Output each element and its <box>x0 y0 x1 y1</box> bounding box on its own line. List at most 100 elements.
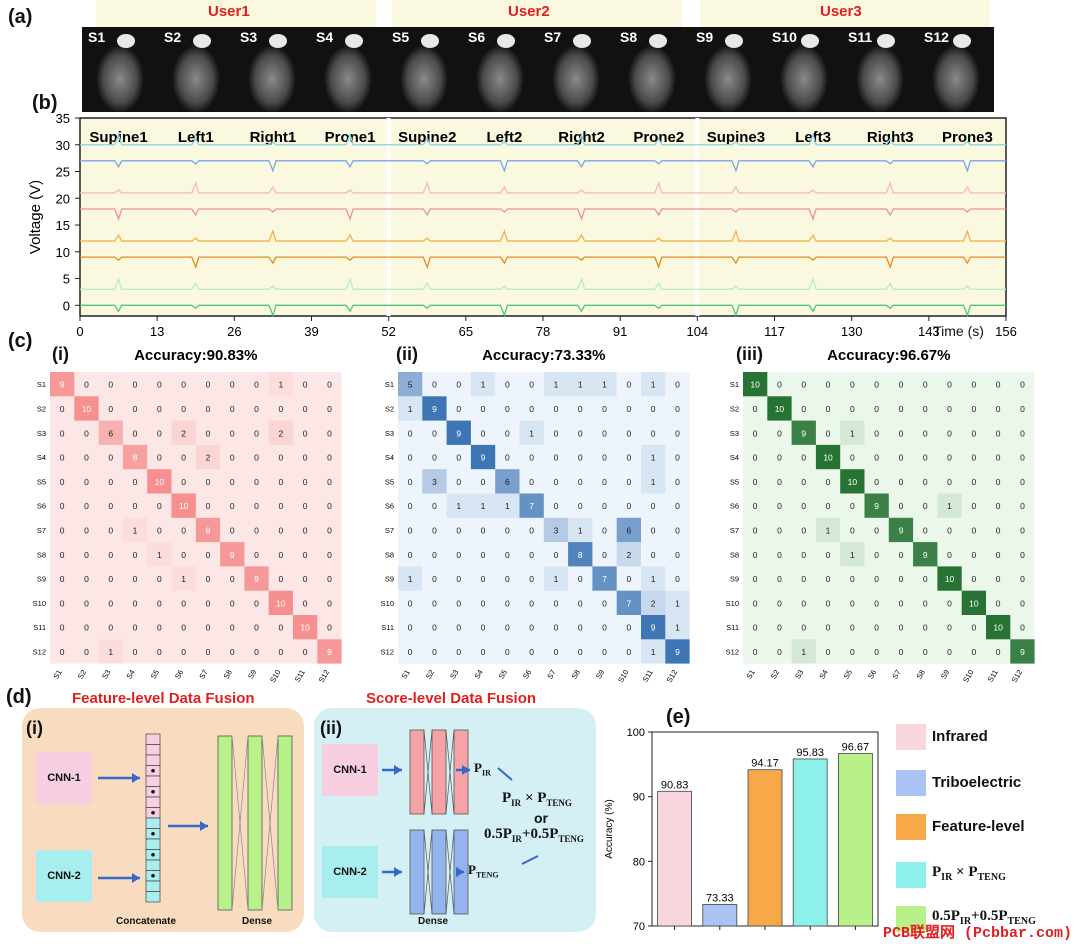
matrix-cell <box>641 615 666 640</box>
thumbnail-label: S8 <box>620 29 638 45</box>
matrix-value: 0 <box>481 428 486 438</box>
matrix-value: 0 <box>408 598 413 608</box>
body-silhouette <box>96 45 144 112</box>
matrix-cell <box>791 639 816 664</box>
matrix-value: 1 <box>505 501 510 511</box>
matrix-value: 0 <box>651 404 656 414</box>
legend-infrared-swatch <box>896 724 926 750</box>
body-silhouette <box>704 45 752 112</box>
matrix-cell <box>913 542 938 567</box>
matrix-value: 0 <box>753 598 758 608</box>
matrix-value: 0 <box>899 428 904 438</box>
matrix-value: 0 <box>651 501 656 511</box>
matrix-value: 0 <box>456 477 461 487</box>
matrix-value: 0 <box>947 647 952 657</box>
user3-band <box>700 0 990 28</box>
legend-weighted-label: 0.5PIR+0.5PTENG <box>932 908 1036 927</box>
matrix-cell <box>495 493 520 518</box>
matrix-value: 0 <box>230 428 235 438</box>
feature-vector-cell <box>145 733 161 745</box>
matrix-value: 0 <box>1020 428 1025 438</box>
matrix-value: 0 <box>947 525 952 535</box>
matrix-value: 0 <box>947 428 952 438</box>
thumbnail-label: S11 <box>848 29 873 45</box>
matrix-value: 0 <box>602 525 607 535</box>
matrix-value: 9 <box>206 525 211 535</box>
body-silhouette <box>932 45 980 112</box>
y-axis-label: Accuracy (%) <box>604 799 615 858</box>
matrix-value: 0 <box>777 550 782 560</box>
x-tick-label: 104 <box>686 324 708 339</box>
bar-value-label: 96.67 <box>842 742 870 754</box>
matrix-value: 0 <box>753 501 758 511</box>
matrix-value: 9 <box>1020 647 1025 657</box>
column-label: S4 <box>124 668 136 680</box>
matrix-value: 0 <box>626 623 631 633</box>
matrix-value: 1 <box>408 404 413 414</box>
voltage-series-line <box>80 180 1006 194</box>
column-label: S12 <box>665 668 679 684</box>
bar-value-label: 95.83 <box>796 747 824 759</box>
matrix-cell <box>592 372 617 397</box>
thumbnail-figure <box>248 34 296 112</box>
matrix-value: 8 <box>133 453 138 463</box>
matrix-value: 0 <box>578 598 583 608</box>
thumbnail-figure <box>780 34 828 112</box>
matrix-value: 0 <box>923 477 928 487</box>
matrix-value: 0 <box>753 404 758 414</box>
confusion-matrix-infrared: Accuracy:90.83%9 0 0 0 0 0 0 0 0 1 0 00 10 0 0 0 0 0 0 0 0 0 0… <box>33 347 342 684</box>
matrix-value: 10 <box>775 404 785 414</box>
matrix-value: 0 <box>408 428 413 438</box>
matrix-value: 0 <box>675 525 680 535</box>
dense-connection <box>423 729 433 815</box>
body-silhouette <box>476 45 524 112</box>
matrix-value: 9 <box>456 428 461 438</box>
matrix-value: 10 <box>969 598 979 608</box>
feature-vector-cell <box>145 754 161 766</box>
matrix-value: 0 <box>850 501 855 511</box>
x-tick-label: 117 <box>764 324 785 339</box>
matrix-cell <box>519 493 544 518</box>
dense-layer <box>217 735 233 911</box>
matrix-value: 0 <box>303 647 308 657</box>
matrix-value: 0 <box>505 404 510 414</box>
matrix-value: 0 <box>753 550 758 560</box>
head-highlight <box>269 34 287 48</box>
matrix-value: 0 <box>456 380 461 390</box>
matrix-value: 0 <box>432 574 437 584</box>
matrix-value: 0 <box>923 525 928 535</box>
matrix-value: 0 <box>947 477 952 487</box>
matrix-value: 0 <box>206 550 211 560</box>
column-label: S12 <box>1010 668 1024 684</box>
matrix-value: 10 <box>823 453 833 463</box>
thumbnail-label: S10 <box>772 29 797 45</box>
thumbnail-label: S6 <box>468 29 486 45</box>
matrix-value: 10 <box>300 623 310 633</box>
matrix-value: 0 <box>60 550 65 560</box>
matrix-value: 0 <box>826 477 831 487</box>
matrix-cell <box>616 542 641 567</box>
matrix-value: 1 <box>157 550 162 560</box>
column-label: S3 <box>448 668 460 680</box>
matrix-value: 0 <box>230 501 235 511</box>
matrix-value: 0 <box>1020 477 1025 487</box>
matrix-value: 0 <box>850 647 855 657</box>
matrix-value: 0 <box>206 598 211 608</box>
thumbnail-figure <box>476 34 524 112</box>
dense-connection <box>423 829 433 915</box>
matrix-cell <box>815 444 841 470</box>
row-label: S7 <box>385 526 394 535</box>
matrix-value: 0 <box>60 525 65 535</box>
matrix-cell <box>268 372 293 397</box>
matrix-value: 0 <box>801 404 806 414</box>
row-label: S1 <box>37 380 46 389</box>
matrix-value: 0 <box>60 428 65 438</box>
matrix-value: 0 <box>850 623 855 633</box>
product-formula: PIR × PTENG <box>502 790 572 808</box>
matrix-cell <box>171 566 196 591</box>
matrix-value: 0 <box>947 550 952 560</box>
legend-feature-swatch <box>896 814 926 840</box>
matrix-value: 0 <box>456 404 461 414</box>
body-silhouette <box>856 45 904 112</box>
matrix-value: 0 <box>626 647 631 657</box>
